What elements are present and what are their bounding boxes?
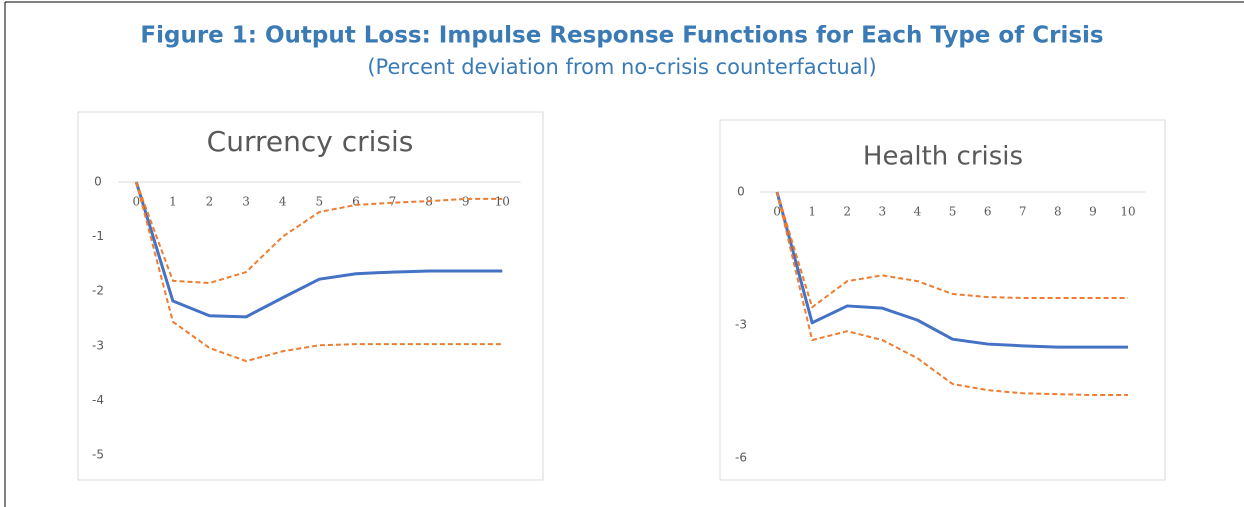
x-tick-label: 4 [914,205,922,219]
series-line [134,181,503,319]
x-tick-label: 1 [808,205,816,219]
x-tick-label: 10 [1120,205,1135,219]
y-tick-label: -1 [92,229,104,243]
x-tick-label: 10 [495,195,510,209]
series-line [776,191,1129,309]
x-tick-label: 6 [352,195,360,209]
x-tick-label: 5 [315,195,323,209]
figure-subtitle: (Percent deviation from no-crisis counte… [367,55,876,79]
y-tick-label: -3 [92,338,104,352]
x-tick-label: 7 [389,195,397,209]
x-tick-label: 3 [879,205,887,219]
chart-box [77,111,544,481]
x-tick-label: 9 [462,195,470,209]
x-tick-label: 1 [169,195,177,209]
y-tick-label: 0 [94,175,102,189]
x-tick-label: 2 [843,205,851,219]
y-tick-label: 0 [737,185,745,199]
y-tick-label: -3 [735,318,747,332]
y-tick-label: -6 [735,451,747,465]
x-tick-label: 0 [132,195,140,209]
x-tick-label: 2 [206,195,214,209]
figure-title: Figure 1: Output Loss: Impulse Response … [140,23,1103,49]
x-tick-label: 7 [1019,205,1027,219]
chart-title: Currency crisis [207,125,414,158]
x-tick-label: 6 [984,205,992,219]
series-line [135,181,503,363]
series-line [775,191,1129,349]
chart-title: Health crisis [863,142,1023,172]
series-line [776,191,1129,397]
y-tick-label: -2 [92,284,104,298]
y-tick-label: -5 [92,448,104,462]
x-tick-label: 0 [773,205,781,219]
x-tick-label: 8 [1054,205,1062,219]
x-tick-label: 3 [242,195,250,209]
x-tick-label: 9 [1089,205,1097,219]
y-tick-label: -4 [92,393,104,407]
series-line [135,181,503,285]
x-tick-label: 4 [279,195,287,209]
chart-box [719,119,1166,481]
x-tick-label: 5 [949,205,957,219]
